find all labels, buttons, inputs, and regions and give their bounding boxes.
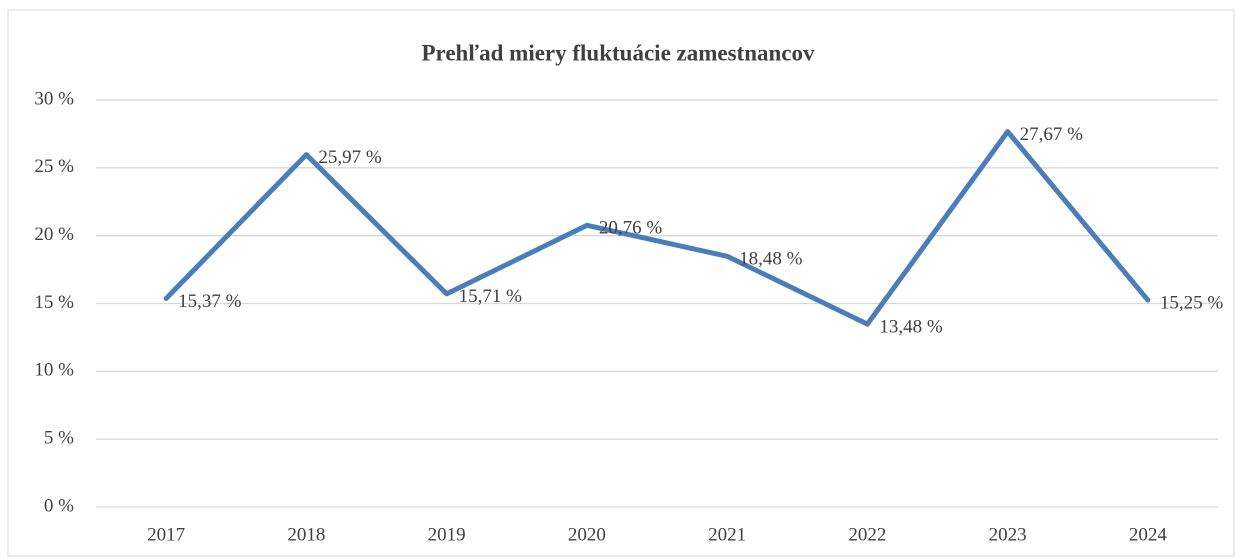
- x-tick-label: 2022: [848, 524, 886, 545]
- y-tick-label: 5 %: [44, 428, 74, 449]
- chart-title: Prehľad miery fluktuácie zamestnancov: [422, 40, 815, 65]
- x-tick-label: 2023: [989, 524, 1027, 545]
- y-tick-label: 20 %: [34, 224, 74, 245]
- y-tick-label: 15 %: [34, 292, 74, 313]
- data-label: 15,25 %: [1160, 292, 1224, 313]
- x-tick-label: 2024: [1129, 524, 1168, 545]
- data-label: 15,37 %: [178, 291, 242, 312]
- y-tick-label: 10 %: [34, 360, 74, 381]
- y-tick-label: 30 %: [34, 88, 74, 109]
- x-tick-label: 2017: [147, 524, 185, 545]
- x-tick-label: 2020: [568, 524, 606, 545]
- data-label: 15,71 %: [459, 286, 523, 307]
- series-line: [163, 129, 1151, 327]
- data-label: 27,67 %: [1020, 124, 1084, 145]
- y-tick-label: 25 %: [34, 156, 74, 177]
- data-label: 18,48 %: [739, 249, 803, 270]
- data-label: 25,97 %: [318, 147, 382, 168]
- x-tick-label: 2019: [428, 524, 466, 545]
- data-label: 20,76 %: [599, 218, 663, 239]
- y-tick-label: 0 %: [44, 495, 74, 516]
- x-tick-label: 2021: [708, 524, 746, 545]
- data-label: 13,48 %: [879, 316, 943, 337]
- chart-frame: [7, 9, 1235, 557]
- x-tick-label: 2018: [287, 524, 325, 545]
